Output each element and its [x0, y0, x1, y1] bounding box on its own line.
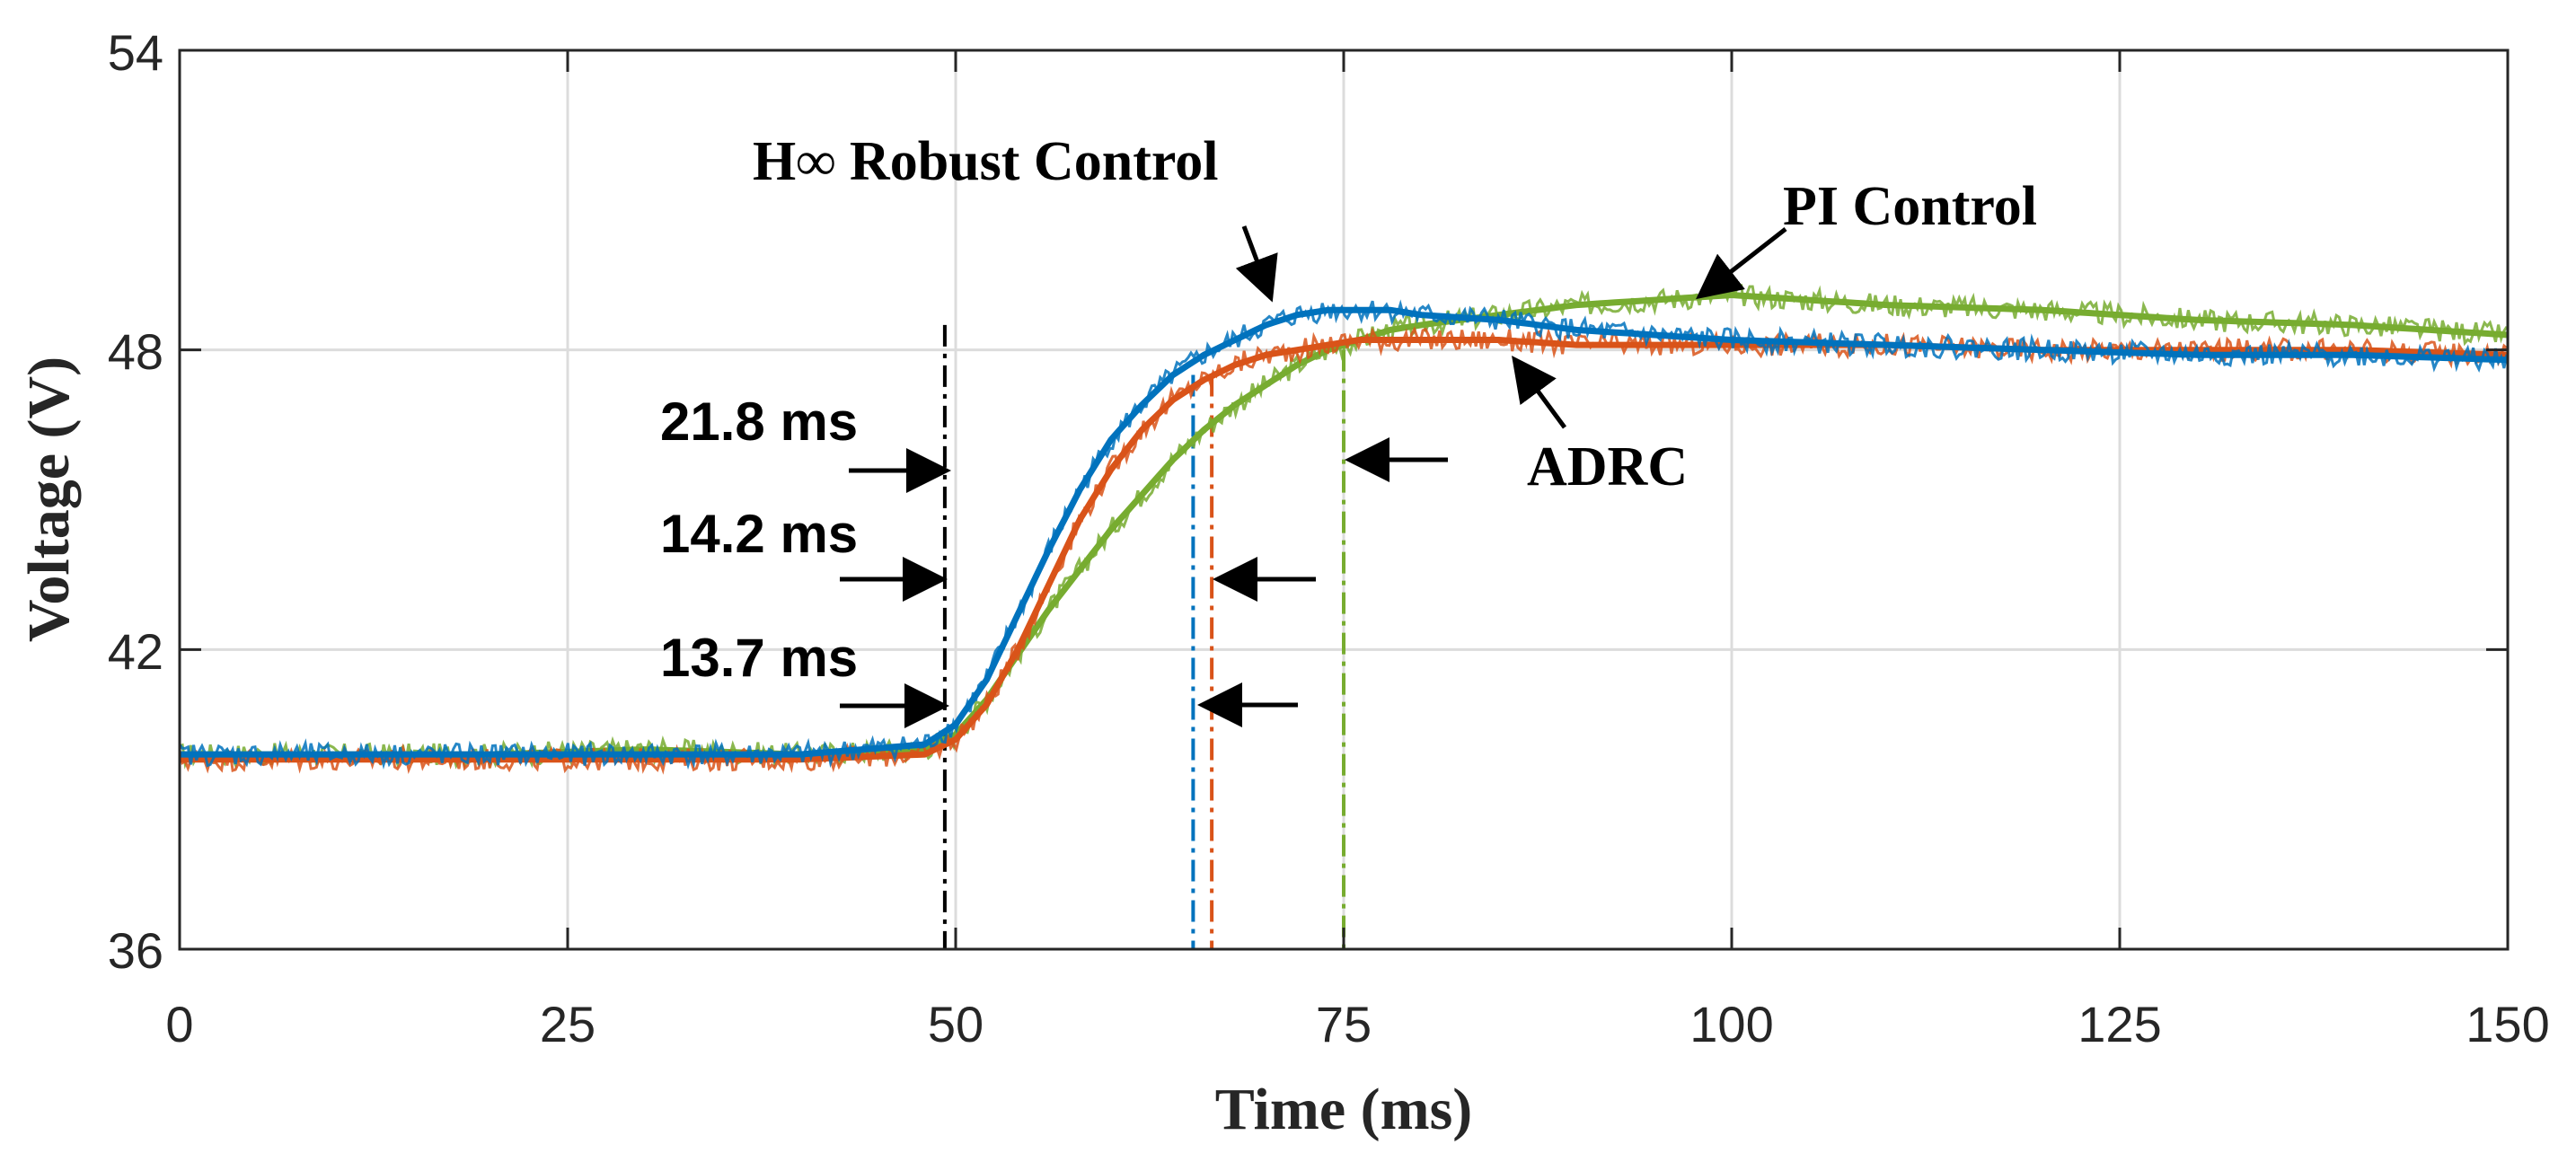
series-hinf	[178, 299, 2509, 770]
annotations: 21.8 ms 14.2 ms 13.7 ms H∞ Robust Contro…	[660, 131, 2037, 728]
x-tick-labels: 0 25 50 75 100 125 150	[165, 996, 2549, 1052]
arrow-adrc-curve	[1512, 355, 1567, 429]
x-axis-title: Time (ms)	[1215, 1077, 1473, 1142]
y-tick-label: 54	[108, 24, 163, 81]
x-tick-label: 150	[2466, 996, 2549, 1052]
annotation-21-8-ms: 21.8 ms	[660, 392, 858, 452]
annotation-14-2-ms: 14.2 ms	[660, 504, 858, 564]
x-tick-label: 75	[1316, 996, 1372, 1052]
y-tick-label: 48	[108, 323, 163, 380]
y-axis-title: Voltage (V)	[16, 357, 82, 642]
annotation-13-7-ms: 13.7 ms	[660, 628, 858, 688]
y-tick-labels: 36 42 48 54	[108, 24, 163, 979]
y-tick-label: 36	[108, 922, 163, 979]
series-line-hinf	[180, 306, 2509, 758]
arrow-hinf-curve	[1235, 225, 1278, 303]
settling-markers	[942, 324, 1345, 949]
axis-ticks	[178, 48, 2510, 951]
x-tick-label: 25	[540, 996, 595, 1052]
arrow-pi-curve	[1696, 227, 1787, 300]
x-tick-label: 0	[165, 996, 193, 1052]
annotation-hinf-label: H∞ Robust Control	[753, 131, 1218, 192]
annotation-adrc-label: ADRC	[1527, 436, 1688, 497]
y-tick-label: 42	[108, 623, 163, 680]
series-lines	[178, 284, 2509, 775]
x-tick-label: 100	[1689, 996, 1773, 1052]
x-tick-label: 50	[928, 996, 984, 1052]
annotation-pi-label: PI Control	[1783, 176, 2037, 237]
x-tick-label: 125	[2078, 996, 2161, 1052]
